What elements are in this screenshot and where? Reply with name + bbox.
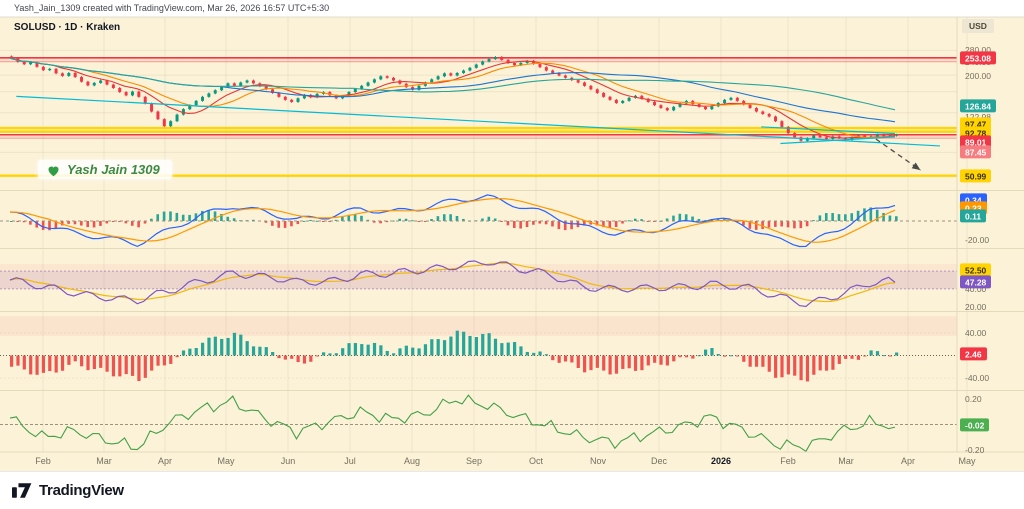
- price-scale[interactable]: USD 280.00240.00200.00122.98-20.0040.002…: [958, 0, 1024, 471]
- time-label: Jun: [280, 456, 296, 466]
- axis-tick: 200.00: [965, 71, 991, 81]
- tradingview-logo[interactable]: TradingView: [12, 482, 124, 499]
- time-label: Aug: [403, 456, 421, 466]
- currency-chip[interactable]: USD: [962, 19, 994, 33]
- time-label: Mar: [838, 456, 854, 466]
- axis-tick: 20.00: [965, 302, 987, 312]
- price-badge: 47.28: [960, 275, 992, 289]
- time-label: May: [217, 456, 235, 466]
- axis-tick: -40.00: [965, 373, 990, 383]
- axis-tick: 0.20: [965, 394, 982, 404]
- footer-bar: TradingView: [0, 471, 1024, 509]
- time-label: Dec: [650, 456, 668, 466]
- symbol-label: SOLUSD · 1D · Kraken: [14, 22, 121, 33]
- tradingview-brand-text: TradingView: [39, 482, 124, 499]
- price-badge: -0.02: [960, 418, 990, 432]
- time-label: Oct: [528, 456, 544, 466]
- price-badge: 2.46: [960, 347, 987, 361]
- watermark-text: Yash Jain 1309: [67, 162, 160, 177]
- axis-tick: -0.20: [965, 445, 985, 455]
- heart-icon: [48, 166, 59, 176]
- axis-tick: -20.00: [965, 235, 990, 245]
- time-label: 2026: [710, 456, 732, 466]
- attribution-text: Yash_Jain_1309 created with TradingView.…: [14, 3, 330, 13]
- price-badge: 89.01: [960, 135, 992, 149]
- price-badge: 253.08: [960, 51, 996, 65]
- axis-tick: 122.98: [965, 112, 991, 122]
- time-axis[interactable]: Feb Mar Apr May Jun Jul Aug Sep Oct Nov Dec 2026 Feb…: [0, 452, 1024, 471]
- tradingview-logo-icon: [12, 483, 32, 498]
- time-label: Apr: [900, 456, 916, 466]
- chart-canvas[interactable]: [0, 0, 1024, 471]
- time-label: May: [958, 456, 976, 466]
- time-label: Mar: [96, 456, 112, 466]
- time-label: Nov: [589, 456, 607, 466]
- axis-tick: 40.00: [965, 328, 987, 338]
- time-label: Apr: [157, 456, 173, 466]
- time-label: Feb: [35, 456, 51, 466]
- axis-tick: 280.00: [965, 45, 991, 55]
- price-badge: 50.99: [960, 169, 992, 183]
- price-badge: 126.84: [960, 99, 996, 113]
- price-badge: 0.11: [960, 209, 987, 223]
- attribution-bar: Yash_Jain_1309 created with TradingView.…: [0, 0, 1024, 17]
- price-badge: 87.45: [960, 145, 992, 159]
- axis-tick: 40.00: [965, 284, 987, 294]
- price-badge: 52.50: [960, 263, 992, 277]
- watermark: Yash Jain 1309: [38, 160, 172, 179]
- time-label: Feb: [780, 456, 796, 466]
- time-label: Jul: [344, 456, 356, 466]
- time-label: Sep: [465, 456, 483, 466]
